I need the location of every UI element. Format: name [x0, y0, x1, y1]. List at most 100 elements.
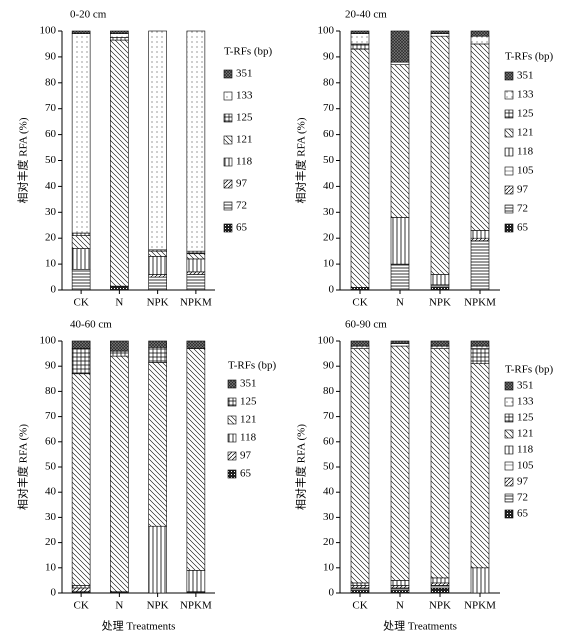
legend-swatch: [504, 429, 514, 439]
y-tick-label: 60: [323, 128, 335, 140]
y-tick-label: 40: [323, 180, 335, 192]
bar-segment: [350, 48, 370, 288]
bar-segment: [148, 274, 167, 278]
y-axis-label: 相对丰度 RFA (%): [16, 424, 30, 510]
legend-label: 65: [236, 222, 248, 234]
bar-segment: [71, 348, 91, 375]
legend-label: 72: [236, 200, 247, 212]
bar-segment: [71, 585, 91, 589]
bar-segment: [186, 340, 206, 349]
legend-label: 351: [240, 378, 257, 390]
legend-label: 133: [517, 396, 534, 408]
y-tick-label: 60: [45, 128, 57, 140]
y-tick-label: 60: [323, 435, 335, 447]
bar-segment: [430, 345, 450, 349]
legend-title: T-RFs (bp): [505, 51, 554, 63]
y-axis-label: 相对丰度 RFA (%): [16, 117, 30, 203]
bar-segment: [350, 43, 370, 50]
bar-segment: [110, 39, 129, 287]
bar-segment: [470, 345, 490, 349]
bar-segment: [148, 250, 167, 257]
y-tick-label: 20: [323, 536, 335, 548]
y-tick-label: 30: [323, 206, 335, 218]
bar-segment: [390, 340, 410, 344]
bar-segment: [430, 30, 450, 34]
bar-segment: [390, 587, 410, 591]
bar-segment: [350, 582, 370, 586]
bar-segment: [470, 348, 490, 364]
legend-title: T-RFs (bp): [228, 360, 277, 372]
legend-label: 133: [236, 90, 253, 102]
bar-segment: [390, 217, 410, 265]
bar-segment: [390, 61, 410, 65]
bar-segment: [110, 37, 129, 41]
legend-label: 97: [517, 184, 529, 196]
y-tick-label: 40: [323, 486, 335, 498]
y-tick-label: 50: [45, 461, 57, 473]
legend-swatch: [504, 461, 514, 471]
legend-label: 125: [517, 108, 534, 120]
legend-label: 125: [517, 412, 534, 424]
legend-swatch: [504, 509, 514, 519]
legend-title: T-RFs (bp): [505, 364, 554, 376]
y-tick-label: 10: [323, 258, 335, 270]
legend-label: 125: [236, 112, 253, 124]
legend-swatch: [504, 185, 514, 195]
y-tick-label: 80: [323, 385, 335, 397]
x-tick-label: NPK: [147, 600, 169, 612]
bar-segment: [186, 274, 206, 291]
legend-swatch: [223, 91, 233, 101]
bar-segment: [390, 580, 410, 586]
bar-segment: [148, 30, 167, 251]
legend-swatch: [504, 223, 514, 233]
y-tick-label: 90: [323, 360, 335, 372]
legend-swatch: [227, 397, 237, 407]
x-tick-label: NPK: [429, 297, 451, 309]
y-tick-label: 20: [45, 536, 57, 548]
legend-label: 65: [517, 508, 529, 520]
legend-label: 351: [236, 68, 253, 80]
legend-swatch: [223, 157, 233, 167]
x-tick-label: CK: [352, 297, 367, 309]
bar-segment: [71, 235, 91, 249]
bar-segment: [110, 30, 129, 34]
y-tick-label: 70: [323, 410, 335, 422]
y-tick-label: 80: [45, 76, 57, 88]
legend-swatch: [504, 477, 514, 487]
bar-segment: [430, 582, 450, 586]
legend-label: 72: [517, 203, 528, 215]
bar-segment: [71, 248, 91, 270]
legend-label: 72: [517, 492, 528, 504]
legend-label: 121: [240, 414, 257, 426]
y-tick-label: 100: [318, 335, 335, 347]
y-tick-label: 70: [45, 102, 57, 114]
bar-segment: [186, 250, 206, 255]
y-tick-label: 0: [51, 587, 57, 599]
bar-segment: [430, 274, 450, 286]
x-tick-label: NPK: [429, 600, 451, 612]
bar-segment: [110, 350, 129, 357]
bar-segment: [470, 230, 490, 239]
legend-swatch: [504, 128, 514, 138]
bar-segment: [186, 30, 206, 252]
bar-segment: [470, 240, 490, 291]
y-tick-label: 100: [40, 335, 57, 347]
legend-swatch: [504, 445, 514, 455]
x-tick-label: N: [396, 297, 404, 309]
legend-label: 351: [517, 70, 534, 82]
bar-segment: [148, 256, 167, 275]
y-tick-label: 40: [45, 180, 57, 192]
bar-segment: [430, 35, 450, 275]
y-tick-label: 90: [323, 50, 335, 62]
bar-segment: [390, 345, 410, 581]
bar-segment: [430, 577, 450, 584]
y-tick-label: 80: [45, 385, 57, 397]
legend-swatch: [504, 166, 514, 176]
legend-swatch: [223, 69, 233, 79]
bar-segment: [110, 340, 129, 352]
y-tick-label: 90: [45, 50, 57, 62]
x-axis-label: 处理 Treatments: [383, 620, 457, 633]
bar-segment: [350, 287, 370, 291]
legend-swatch: [223, 223, 233, 233]
